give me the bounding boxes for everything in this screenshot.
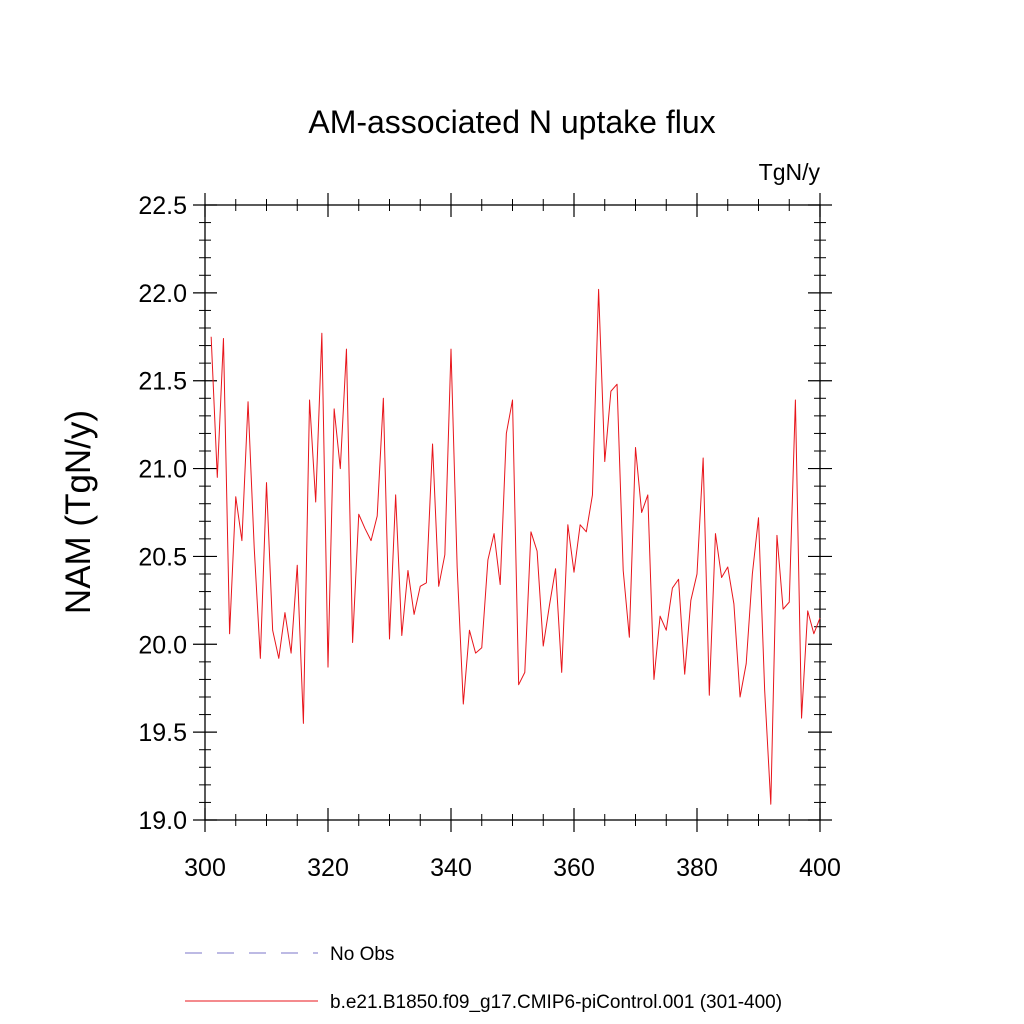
legend: No Obs b.e21.B1850.f09_g17.CMIP6-piContr… [185, 944, 782, 1013]
y-tick-label: 20.5 [138, 543, 187, 571]
x-tick-label: 400 [799, 854, 841, 882]
y-tick-label: 19.5 [138, 719, 187, 747]
series-line [210, 288, 821, 805]
x-tick-label: 360 [553, 854, 595, 882]
x-tick-label: 300 [184, 854, 226, 882]
y-tick-label: 19.0 [138, 807, 187, 835]
plot-frame [204, 204, 821, 821]
legend-label-model: b.e21.B1850.f09_g17.CMIP6-piControl.001 … [330, 992, 782, 1013]
units-label: TgN/y [759, 159, 821, 185]
y-tick-label: 20.0 [138, 631, 187, 659]
x-tick-label: 320 [307, 854, 349, 882]
x-axis-ticks: 300 320 340 360 380 400 [184, 193, 841, 882]
y-tick-label: 22.0 [138, 280, 187, 308]
y-tick-label: 21.5 [138, 368, 187, 396]
y-axis-ticks: 19.0 19.5 20.0 20.5 21.0 21.5 22.0 22.5 [138, 192, 832, 835]
chart-title: AM-associated N uptake flux [308, 104, 715, 140]
x-tick-label: 380 [676, 854, 718, 882]
series-layer [210, 288, 821, 805]
y-axis-label: NAM (TgN/y) [59, 410, 98, 614]
y-tick-label: 22.5 [138, 192, 187, 220]
y-tick-label: 21.0 [138, 456, 187, 484]
legend-label-no-obs: No Obs [330, 944, 394, 965]
x-tick-label: 340 [430, 854, 472, 882]
